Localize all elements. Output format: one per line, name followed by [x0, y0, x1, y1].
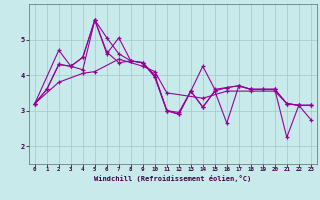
- X-axis label: Windchill (Refroidissement éolien,°C): Windchill (Refroidissement éolien,°C): [94, 175, 252, 182]
